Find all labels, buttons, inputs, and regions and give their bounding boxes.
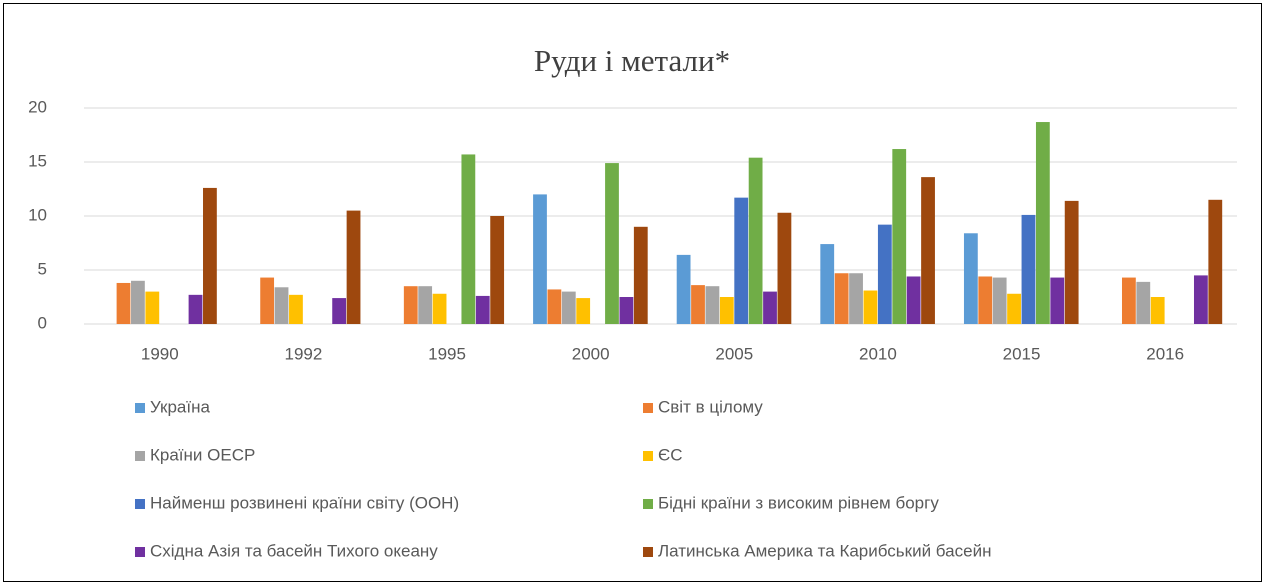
y-tick-label: 15	[28, 151, 47, 170]
bar	[963, 233, 978, 324]
bar	[1208, 199, 1223, 324]
y-tick-label: 0	[38, 313, 47, 332]
bar	[676, 254, 691, 324]
bar	[906, 276, 921, 324]
x-tick-label: 1992	[285, 344, 323, 363]
bar	[863, 290, 878, 324]
legend-swatch	[135, 403, 145, 413]
legend-label: Бідні країни з високим рівнем боргу	[658, 493, 939, 512]
legend-label: Латинська Америка та Карибський басейн	[658, 541, 991, 560]
bar	[619, 297, 634, 324]
x-tick-label: 1995	[428, 344, 466, 363]
bar	[188, 294, 203, 324]
bar	[1150, 297, 1165, 324]
bar	[547, 289, 562, 324]
legend-label: ЄС	[658, 445, 683, 464]
bar	[289, 294, 303, 324]
bar	[633, 226, 648, 324]
x-tick-label: 2000	[572, 344, 610, 363]
legend-swatch	[643, 547, 653, 557]
bar	[734, 197, 749, 324]
bar	[1121, 277, 1136, 324]
bar	[892, 149, 907, 324]
bar	[403, 286, 418, 324]
bar	[877, 224, 892, 324]
legend-swatch	[135, 547, 145, 557]
legend-swatch	[643, 451, 653, 461]
bar	[705, 286, 720, 324]
bar	[475, 295, 490, 324]
bar	[332, 298, 347, 324]
x-tick-label: 2015	[1003, 344, 1041, 363]
y-tick-label: 5	[38, 259, 47, 278]
x-tick-label: 1990	[141, 344, 179, 363]
legend-label: Світ в цілому	[658, 397, 763, 416]
bar	[461, 154, 476, 324]
chart-title: Руди і метали*	[534, 43, 730, 78]
bar	[763, 291, 777, 324]
bar	[203, 187, 217, 324]
bar	[820, 244, 835, 324]
legend-swatch	[643, 499, 653, 509]
legend-label: Україна	[150, 397, 210, 416]
bar	[490, 216, 505, 324]
bar	[834, 273, 849, 324]
bar	[777, 212, 792, 324]
bar	[131, 280, 145, 324]
bar	[691, 285, 705, 324]
bar	[719, 297, 734, 324]
bar	[1193, 275, 1208, 324]
bar	[145, 291, 160, 324]
bar	[274, 287, 289, 324]
bar	[576, 298, 591, 324]
bar	[748, 157, 763, 324]
x-tick-label: 2016	[1146, 344, 1184, 363]
bar	[605, 163, 619, 324]
legend-label: Східна Азія та басейн Тихого океану	[150, 541, 438, 560]
bar	[978, 276, 993, 324]
y-tick-label: 20	[28, 97, 47, 116]
bar	[921, 177, 935, 324]
legend-swatch	[643, 403, 653, 413]
bar	[561, 291, 576, 324]
x-tick-label: 2010	[859, 344, 897, 363]
x-tick-label: 2005	[715, 344, 753, 363]
bar	[849, 273, 863, 324]
y-tick-label: 10	[28, 205, 47, 224]
bar	[418, 286, 433, 324]
bar	[1007, 293, 1021, 324]
bar	[346, 210, 361, 324]
bar	[992, 277, 1007, 324]
bar	[432, 293, 447, 324]
bar	[1035, 122, 1050, 324]
legend-label: Найменш розвинені країни світу (ООН)	[150, 493, 459, 512]
bar	[116, 282, 131, 324]
legend-swatch	[135, 451, 145, 461]
bar	[1136, 281, 1151, 324]
bar	[1064, 200, 1079, 324]
bar	[1050, 277, 1065, 324]
bar	[533, 194, 547, 324]
bar	[1021, 214, 1036, 324]
legend-swatch	[135, 499, 145, 509]
bar	[260, 277, 275, 324]
legend-label: Країни ОЕСР	[150, 445, 255, 464]
